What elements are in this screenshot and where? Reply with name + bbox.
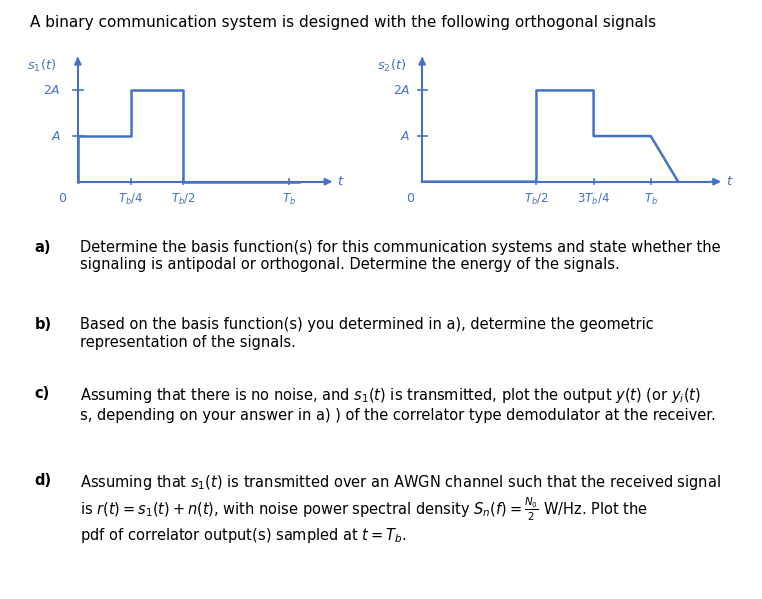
Text: $s_1(t)$: $s_1(t)$: [27, 58, 56, 74]
Text: $s_2(t)$: $s_2(t)$: [376, 58, 406, 74]
Text: b): b): [34, 317, 51, 332]
Text: Assuming that there is no noise, and $s_1(t)$ is transmitted, plot the output $y: Assuming that there is no noise, and $s_…: [80, 386, 716, 423]
Text: $t$: $t$: [726, 175, 734, 188]
Text: $2A$: $2A$: [393, 84, 411, 97]
Text: a): a): [34, 240, 51, 255]
Text: $t$: $t$: [338, 175, 345, 188]
Text: Based on the basis function(s) you determined in a), determine the geometric
rep: Based on the basis function(s) you deter…: [80, 317, 654, 350]
Text: c): c): [34, 386, 50, 401]
Text: $T_b/2$: $T_b/2$: [171, 192, 196, 207]
Text: $3T_b/4$: $3T_b/4$: [577, 192, 610, 207]
Text: $T_b/2$: $T_b/2$: [524, 192, 549, 207]
Text: $T_b$: $T_b$: [644, 192, 658, 207]
Text: Determine the basis function(s) for this communication systems and state whether: Determine the basis function(s) for this…: [80, 240, 721, 272]
Text: $A$: $A$: [400, 129, 411, 143]
Text: Assuming that $s_1(t)$ is transmitted over an AWGN channel such that the receive: Assuming that $s_1(t)$ is transmitted ov…: [80, 473, 721, 545]
Text: d): d): [34, 473, 51, 488]
Text: 0: 0: [406, 192, 415, 205]
Text: 0: 0: [58, 192, 66, 205]
Text: $T_b$: $T_b$: [282, 192, 296, 207]
Text: $2A$: $2A$: [43, 84, 61, 97]
Text: $T_b/4$: $T_b/4$: [118, 192, 143, 207]
Text: A binary communication system is designed with the following orthogonal signals: A binary communication system is designe…: [30, 15, 657, 30]
Text: $A$: $A$: [50, 129, 61, 143]
